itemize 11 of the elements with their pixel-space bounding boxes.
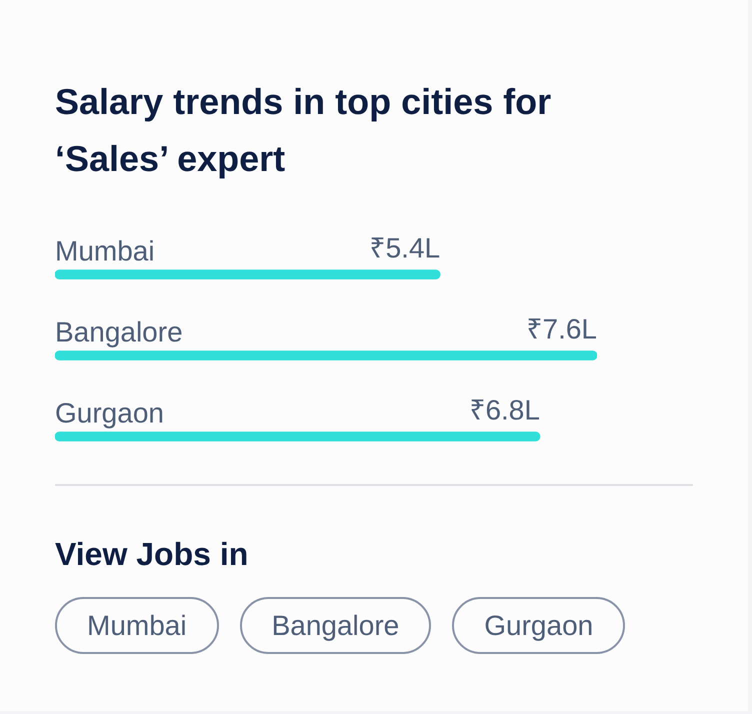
- chart-title: Salary trends in top cities for ‘Sales’ expert: [55, 80, 552, 181]
- data-label: ₹7.6L: [526, 314, 597, 344]
- y-tick-label: Mumbai: [55, 236, 155, 266]
- data-label: ₹5.4L: [370, 232, 440, 264]
- data-label: ₹6.8L: [469, 394, 540, 426]
- y-tick-label: Gurgaon: [55, 398, 164, 428]
- city-button: Gurgaon: [452, 597, 626, 654]
- text: View Jobs in: [55, 535, 250, 574]
- city-button: Mumbai: [55, 597, 219, 654]
- y-tick-label: Bangalore: [55, 316, 183, 348]
- city-button: Bangalore: [240, 597, 432, 654]
